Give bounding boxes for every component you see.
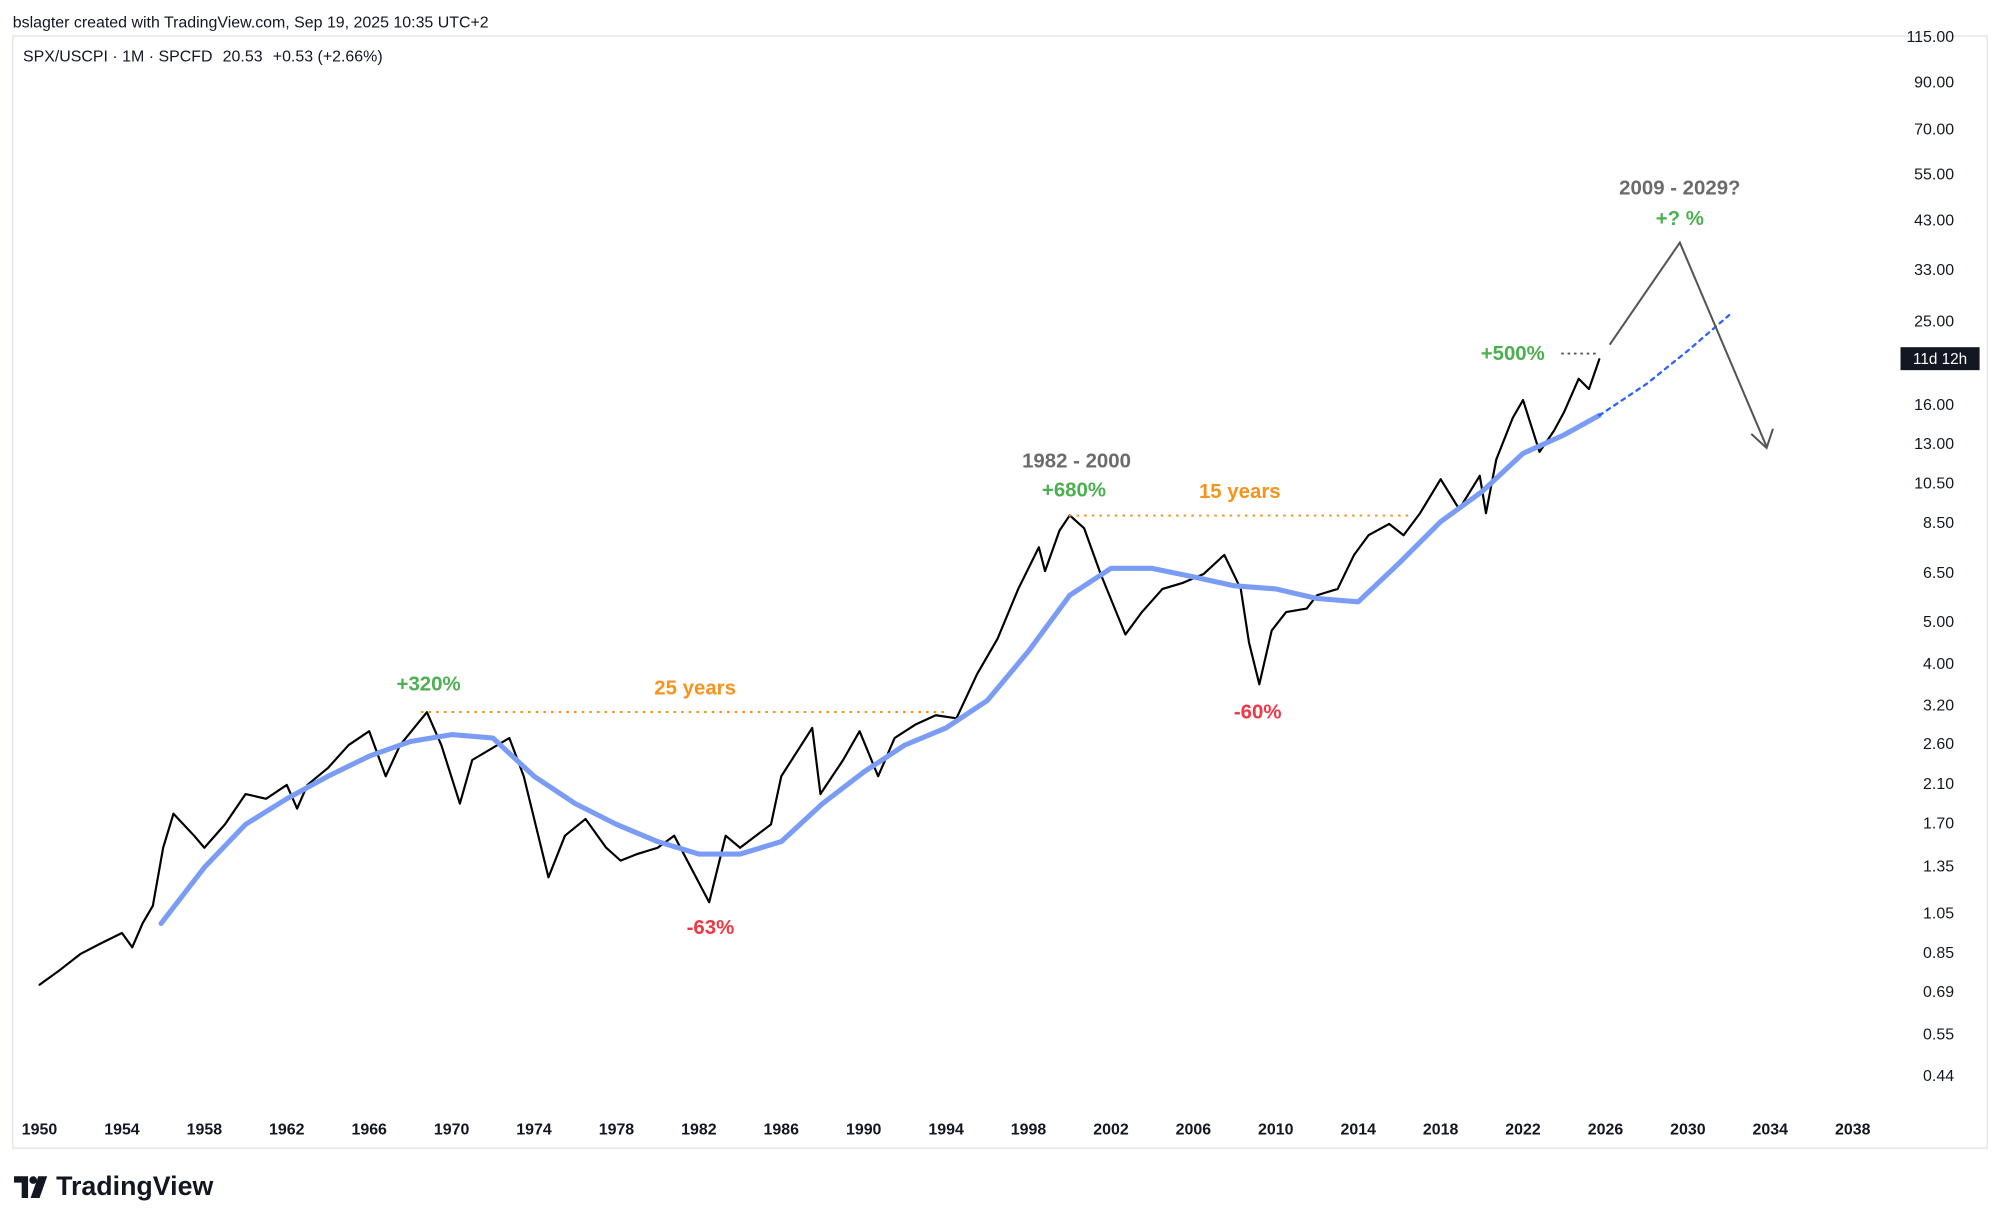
annotation: +680% — [1042, 480, 1106, 502]
annotation: -63% — [687, 917, 735, 939]
x-tick-label: 2026 — [1588, 1122, 1624, 1139]
series-line — [1598, 314, 1731, 417]
annotation: 1982 - 2000 — [1022, 450, 1131, 472]
y-tick-label: 6.50 — [1923, 565, 1954, 582]
x-tick-label: 1954 — [104, 1122, 140, 1139]
countdown-badge — [1900, 347, 1980, 371]
symbol-legend: SPX/USCPI · 1M · SPCFD 20.53 +0.53 (+2.66%… — [23, 49, 383, 66]
series-line — [38, 358, 1601, 986]
y-tick-label: 25.00 — [1914, 314, 1954, 331]
logo-mark — [14, 1176, 48, 1198]
y-tick-label: 1.05 — [1923, 906, 1954, 923]
annotation: -60% — [1234, 702, 1282, 724]
y-tick-label: 115.00 — [1907, 29, 1955, 46]
x-tick-label: 1990 — [846, 1122, 882, 1139]
x-tick-label: 1950 — [22, 1122, 58, 1139]
logo-text: TradingView — [56, 1171, 213, 1201]
annotation: 25 years — [654, 677, 736, 699]
y-tick-label: 3.20 — [1923, 697, 1954, 714]
y-tick-label: 90.00 — [1914, 75, 1954, 92]
chart-frame — [12, 35, 1988, 1149]
annotation: +320% — [397, 674, 461, 696]
y-tick-label: 5.00 — [1923, 614, 1954, 631]
countdown: 11d 12h — [1913, 351, 1967, 368]
x-tick-label: 2038 — [1835, 1122, 1871, 1139]
y-tick-label: 43.00 — [1914, 212, 1954, 229]
annotation: +500% — [1481, 343, 1545, 365]
x-tick-label: 1958 — [187, 1122, 223, 1139]
y-tick-label: 0.55 — [1923, 1026, 1954, 1043]
x-tick-label: 2018 — [1423, 1122, 1459, 1139]
series-line — [158, 412, 1602, 926]
y-tick-label: 0.85 — [1923, 945, 1954, 962]
annotation: 2009 - 2029? — [1619, 177, 1740, 199]
y-tick-label: 0.44 — [1923, 1068, 1954, 1085]
x-tick-label: 1978 — [599, 1122, 635, 1139]
y-tick-label: 1.70 — [1923, 816, 1954, 833]
plot-area: 0.44 0.55 0.69 0.85 1.05 1.35 1.70 2.10 2.60 3.20… — [22, 29, 1954, 1139]
x-tick-label: 1970 — [434, 1122, 470, 1139]
x-tick-label: 2022 — [1505, 1122, 1541, 1139]
x-tick-label: 2002 — [1093, 1122, 1129, 1139]
legend-price: 20.53 — [223, 49, 263, 66]
legend-change: +0.53 (+2.66%) — [273, 49, 383, 66]
annotation: 15 years — [1199, 481, 1281, 503]
y-tick-label: 1.35 — [1923, 859, 1954, 876]
header: bslagter created with TradingView.com, S… — [13, 14, 489, 31]
x-tick-label: 1974 — [516, 1122, 552, 1139]
x-tick-label: 1982 — [681, 1122, 717, 1139]
annotation: +? % — [1656, 208, 1704, 230]
x-tick-label: 1998 — [1011, 1122, 1047, 1139]
x-tick-label: 1966 — [351, 1122, 387, 1139]
y-tick-label: 0.69 — [1923, 984, 1954, 1001]
x-tick-label: 2010 — [1258, 1122, 1294, 1139]
y-tick-label: 13.00 — [1914, 436, 1954, 453]
y-tick-label: 2.60 — [1923, 736, 1954, 753]
x-tick-label: 2014 — [1340, 1122, 1376, 1139]
x-tick-label: 1962 — [269, 1122, 305, 1139]
x-tick-label: 2034 — [1753, 1122, 1789, 1139]
legend-symbol: SPX/USCPI · 1M · SPCFD — [23, 49, 213, 66]
x-tick-label: 1986 — [764, 1122, 800, 1139]
projection-arrow — [1608, 240, 1768, 448]
x-tick-label: 2030 — [1670, 1122, 1706, 1139]
arrow-head — [1750, 428, 1774, 450]
y-tick-label: 55.00 — [1914, 166, 1954, 183]
x-tick-label: 2006 — [1176, 1122, 1212, 1139]
y-tick-label: 16.00 — [1914, 397, 1954, 414]
y-tick-label: 4.00 — [1923, 656, 1954, 673]
y-tick-label: 10.50 — [1914, 476, 1954, 493]
x-tick-label: 1994 — [928, 1122, 964, 1139]
y-tick-label: 2.10 — [1923, 776, 1954, 793]
y-tick-label: 8.50 — [1923, 515, 1954, 532]
y-tick-label: 33.00 — [1914, 262, 1954, 279]
y-tick-label: 70.00 — [1914, 121, 1954, 138]
